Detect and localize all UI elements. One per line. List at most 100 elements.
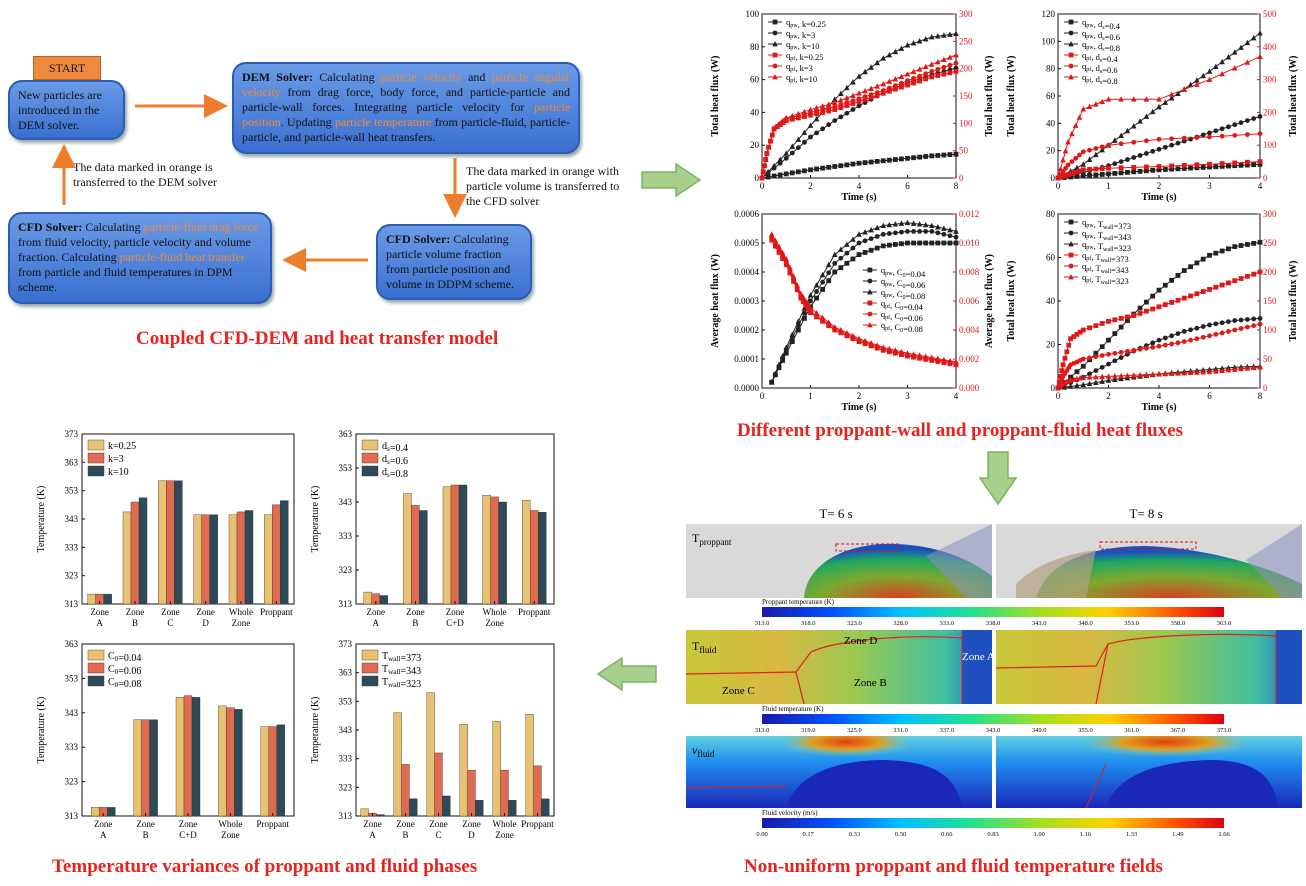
data-point bbox=[1207, 130, 1212, 136]
data-point bbox=[898, 348, 905, 355]
data-point bbox=[765, 174, 771, 180]
data-point bbox=[1226, 163, 1231, 169]
colorbar-proppant-ticks: 313.0 318.0 323.0 328.0 333.0 338.0 343.0 348.0… bbox=[755, 620, 1232, 627]
data-point bbox=[800, 294, 807, 300]
bar bbox=[260, 726, 270, 817]
bar bbox=[379, 595, 389, 605]
y2-tick-label: 150 bbox=[959, 91, 973, 101]
category-label: C bbox=[167, 618, 173, 628]
data-point bbox=[1112, 137, 1118, 143]
data-point bbox=[898, 73, 905, 79]
legend-entry: qpf, ds=0.4 bbox=[1082, 50, 1118, 64]
x-axis-label: Time (s) bbox=[841, 402, 876, 413]
data-point bbox=[838, 97, 844, 103]
y-tick-label: 323 bbox=[339, 565, 353, 575]
data-point bbox=[832, 104, 838, 110]
category-label: A bbox=[373, 618, 380, 628]
data-point bbox=[1093, 379, 1099, 385]
series-markers bbox=[759, 69, 959, 181]
category-label: Zone bbox=[485, 618, 504, 628]
legend-marker bbox=[772, 63, 778, 69]
data-point bbox=[1087, 325, 1092, 331]
bar bbox=[401, 764, 410, 817]
data-point bbox=[1077, 152, 1082, 158]
data-point bbox=[776, 243, 782, 250]
category-label: B bbox=[143, 830, 149, 840]
legend-swatch bbox=[87, 662, 105, 674]
data-point bbox=[1106, 337, 1111, 343]
data-point bbox=[923, 154, 929, 159]
data-point bbox=[844, 94, 850, 101]
data-point bbox=[808, 167, 813, 173]
data-point bbox=[1213, 331, 1219, 337]
data-point bbox=[838, 114, 844, 120]
data-point bbox=[880, 158, 886, 164]
category-label: C+D bbox=[446, 618, 464, 628]
series-markers bbox=[768, 219, 959, 385]
data-point bbox=[917, 73, 923, 79]
category-label: B bbox=[412, 618, 418, 628]
x-tick-label: 3 bbox=[1207, 181, 1212, 191]
data-point bbox=[1156, 136, 1162, 142]
data-point bbox=[1080, 363, 1086, 369]
data-point bbox=[953, 358, 959, 365]
data-point bbox=[1162, 144, 1168, 150]
x-tick-label: 6 bbox=[1207, 391, 1212, 401]
data-point bbox=[1093, 146, 1099, 151]
data-point bbox=[1219, 282, 1225, 288]
data-point bbox=[1187, 81, 1194, 88]
flow-arrows bbox=[52, 94, 467, 272]
data-point bbox=[772, 237, 779, 243]
colorbar-tick: 373.0 bbox=[1217, 727, 1232, 734]
data-point bbox=[801, 108, 808, 115]
data-point bbox=[947, 152, 953, 158]
dem-solver-title: DEM Solver: bbox=[242, 70, 313, 84]
data-point bbox=[1125, 318, 1130, 323]
legend-marker bbox=[867, 322, 873, 328]
data-point bbox=[844, 250, 850, 256]
data-point bbox=[1175, 166, 1181, 172]
y-tick-label: 323 bbox=[339, 782, 353, 792]
data-point bbox=[1112, 376, 1118, 382]
legend-entry: qpf, Twall=343 bbox=[1082, 261, 1129, 275]
legend-marker bbox=[1068, 52, 1074, 58]
x-tick-label: 1 bbox=[1106, 181, 1111, 191]
data-point bbox=[789, 339, 795, 344]
data-point bbox=[953, 240, 959, 246]
data-point bbox=[1066, 342, 1072, 348]
category-label: B bbox=[402, 830, 408, 840]
data-point bbox=[779, 353, 786, 359]
data-point bbox=[1130, 372, 1137, 378]
data-point bbox=[922, 63, 929, 70]
data-point bbox=[826, 105, 832, 111]
legend-swatch bbox=[87, 649, 105, 661]
data-point bbox=[1162, 370, 1169, 377]
bar bbox=[363, 591, 372, 605]
legend-marker bbox=[1068, 30, 1074, 36]
data-point bbox=[1143, 113, 1150, 119]
data-point bbox=[1118, 141, 1124, 147]
data-point bbox=[922, 353, 929, 359]
data-point bbox=[856, 73, 862, 79]
data-point bbox=[850, 98, 856, 104]
data-point bbox=[880, 344, 887, 350]
data-point bbox=[886, 88, 892, 94]
data-point bbox=[1074, 382, 1080, 388]
data-point bbox=[772, 243, 778, 249]
bar bbox=[276, 724, 286, 817]
legend-entry: qpf, k=3 bbox=[786, 61, 813, 73]
data-point bbox=[813, 282, 820, 288]
bar bbox=[226, 707, 235, 817]
data-point bbox=[1257, 30, 1263, 36]
data-point bbox=[1188, 165, 1193, 171]
y-tick-label: 80 bbox=[750, 42, 760, 52]
data-point bbox=[1156, 371, 1162, 377]
label-zone-b: Zone B bbox=[854, 677, 887, 689]
data-point bbox=[850, 161, 856, 167]
data-point bbox=[771, 173, 777, 179]
y-tick-label: 373 bbox=[339, 640, 353, 649]
data-point bbox=[1206, 76, 1213, 82]
colorbar-tick: 343.0 bbox=[1032, 620, 1047, 627]
data-point bbox=[874, 59, 880, 66]
bar bbox=[393, 712, 402, 817]
